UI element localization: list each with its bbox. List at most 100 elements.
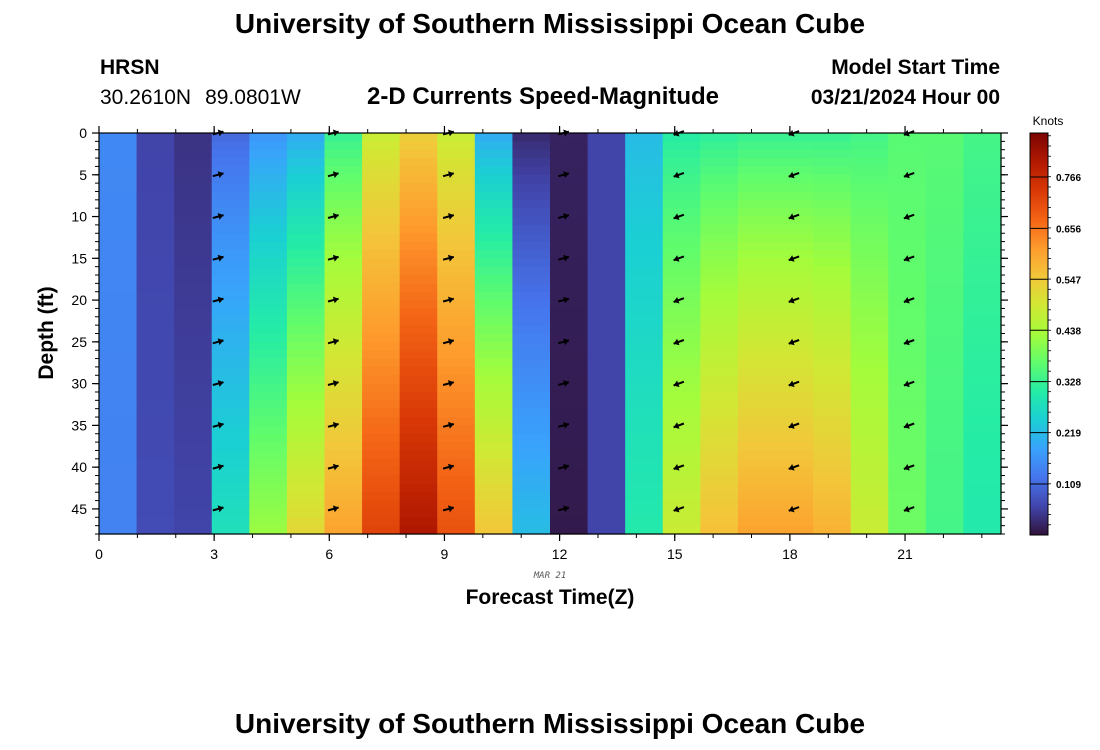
heatmap-cell	[136, 241, 175, 251]
heatmap-cell	[850, 208, 889, 218]
heatmap-cell	[963, 433, 1002, 443]
heatmap-cell	[550, 442, 589, 452]
heatmap-cell	[399, 291, 438, 301]
heatmap-cell	[286, 525, 326, 535]
heatmap-cell	[286, 483, 326, 493]
heatmap-cell	[775, 333, 814, 343]
heatmap-cell	[512, 316, 551, 326]
current-arrow	[788, 255, 800, 262]
heatmap-cell	[99, 258, 138, 268]
heatmap-cell	[99, 224, 138, 234]
heatmap-cell	[324, 141, 363, 151]
heatmap-cell	[550, 166, 589, 176]
heatmap-cell	[99, 408, 138, 418]
heatmap-cell	[888, 224, 927, 234]
heatmap-cell	[136, 183, 175, 193]
heatmap-cell	[662, 525, 701, 535]
heatmap-cell	[700, 358, 739, 368]
heatmap-cell	[775, 199, 814, 209]
heatmap-cell	[587, 391, 626, 401]
current-arrow	[327, 463, 339, 471]
heatmap-cell	[775, 483, 814, 493]
heatmap-cell	[286, 216, 326, 226]
heatmap-cell	[474, 400, 514, 410]
heatmap-cell	[362, 141, 401, 151]
heatmap-cell	[775, 408, 814, 418]
heatmap-cell	[249, 158, 288, 168]
heatmap-cell	[136, 233, 175, 243]
heatmap-cell	[662, 408, 701, 418]
heatmap-cell	[925, 400, 965, 410]
heatmap-cell	[399, 500, 438, 510]
heatmap-cell	[850, 433, 889, 443]
heatmap-cell	[775, 224, 814, 234]
heatmap-cell	[925, 258, 965, 268]
heatmap-cell	[324, 249, 363, 259]
colorbar	[1029, 132, 1049, 536]
heatmap-cell	[737, 492, 777, 502]
heatmap-cell	[362, 166, 401, 176]
heatmap-cell	[211, 417, 250, 426]
heatmap-cell	[963, 483, 1002, 493]
heatmap-cell	[174, 458, 213, 468]
x-tick-label: 12	[552, 546, 568, 562]
y-tick-label: 35	[71, 417, 87, 433]
heatmap-cell	[587, 467, 626, 477]
heatmap-cell	[888, 233, 927, 243]
heatmap-cell	[399, 316, 438, 326]
heatmap-cell	[888, 400, 927, 410]
heatmap-cell	[625, 492, 664, 502]
heatmap-cell	[700, 266, 739, 276]
heatmap-cell	[700, 417, 739, 426]
heatmap-cell	[963, 417, 1002, 426]
heatmap-cell	[249, 174, 288, 184]
heatmap-cell	[512, 408, 551, 418]
heatmap-cell	[362, 458, 401, 468]
heatmap-cell	[587, 233, 626, 243]
heatmap-cell	[625, 291, 664, 301]
heatmap-cell	[813, 283, 852, 293]
heatmap-cell	[211, 316, 250, 326]
heatmap-cell	[249, 191, 288, 201]
heatmap-cell	[925, 308, 965, 318]
heatmap-cell	[211, 408, 250, 418]
heatmap-cell	[437, 275, 476, 284]
heatmap-cell	[850, 442, 889, 452]
heatmap-cell	[286, 500, 326, 510]
heatmap-cell	[888, 492, 927, 502]
current-arrow	[558, 296, 570, 304]
heatmap-cell	[775, 316, 814, 326]
heatmap-cell	[888, 391, 927, 401]
heatmap-cell	[700, 208, 739, 218]
heatmap-cell	[512, 291, 551, 301]
heatmap-cell	[249, 325, 288, 335]
heatmap-cell	[362, 508, 401, 518]
heatmap-cell	[963, 358, 1002, 368]
heatmap-cell	[850, 258, 889, 268]
heatmap-cell	[437, 233, 476, 243]
heatmap-cell	[587, 375, 626, 385]
heatmap-cell	[662, 249, 701, 259]
heatmap-cell	[286, 383, 326, 393]
heatmap-cell	[512, 483, 551, 493]
heatmap-cell	[474, 158, 514, 168]
colorbar-tick-label: 0.219	[1056, 429, 1081, 440]
current-arrow	[212, 338, 224, 346]
heatmap-cell	[737, 233, 777, 243]
heatmap-cell	[211, 442, 250, 452]
heatmap-cell	[99, 525, 138, 535]
heatmap-cell	[925, 375, 965, 385]
heatmap-cell	[888, 208, 927, 218]
heatmap-cell	[99, 208, 138, 218]
heatmap-cell	[399, 467, 438, 477]
heatmap-cell	[737, 433, 777, 443]
heatmap-cell	[99, 333, 138, 343]
heatmap-cell	[775, 350, 814, 360]
heatmap-cell	[362, 216, 401, 226]
heatmap-cell	[362, 425, 401, 435]
heatmap-cell	[662, 492, 701, 502]
heatmap-cell	[211, 383, 250, 393]
heatmap-cell	[399, 249, 438, 259]
heatmap-cell	[550, 350, 589, 360]
heatmap-cell	[211, 249, 250, 259]
